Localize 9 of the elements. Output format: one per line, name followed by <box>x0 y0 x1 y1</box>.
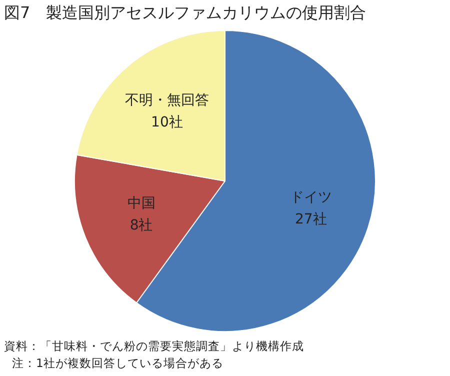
text: 注：1社が複数回答している場合がある <box>11 355 224 372</box>
data-label: 8社 <box>130 217 153 234</box>
chart-title: 図7 製造国別アセスルファムカリウムの使用割合 <box>4 3 366 24</box>
data-label: 27社 <box>294 212 327 228</box>
data-label: 10社 <box>151 114 183 130</box>
text: 資料：「甘味料・でん粉の需要実態調査」より機構作成 <box>4 338 304 355</box>
slice-label: ドイツ <box>290 190 332 206</box>
slice-label: 不明・無回答 <box>124 92 209 108</box>
slice-label: 中国 <box>127 195 156 212</box>
